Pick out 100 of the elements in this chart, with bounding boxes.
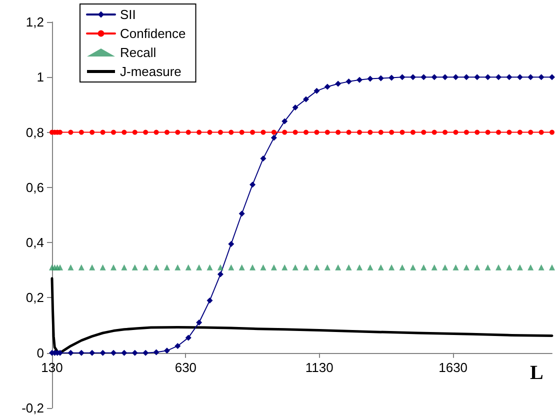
point bbox=[282, 130, 288, 135]
point bbox=[142, 264, 149, 270]
point bbox=[528, 264, 534, 270]
point bbox=[528, 130, 534, 135]
point bbox=[100, 264, 106, 270]
point bbox=[464, 130, 469, 135]
point bbox=[506, 74, 512, 80]
y-tick-label: 0,2 bbox=[26, 290, 44, 306]
point bbox=[164, 130, 170, 135]
point bbox=[346, 130, 352, 135]
point bbox=[292, 264, 298, 270]
point bbox=[474, 130, 480, 135]
point bbox=[271, 130, 276, 135]
point bbox=[132, 350, 138, 356]
point bbox=[174, 342, 181, 349]
point bbox=[142, 350, 149, 356]
point bbox=[346, 78, 352, 85]
point bbox=[260, 264, 266, 270]
point bbox=[153, 264, 160, 270]
point bbox=[420, 264, 427, 270]
point bbox=[356, 264, 362, 270]
point bbox=[421, 130, 426, 135]
point bbox=[217, 271, 224, 278]
point bbox=[206, 297, 213, 304]
point bbox=[420, 74, 427, 80]
point bbox=[356, 76, 362, 83]
point bbox=[442, 130, 448, 135]
point bbox=[549, 74, 555, 80]
point bbox=[282, 264, 288, 270]
point bbox=[217, 264, 224, 270]
point bbox=[239, 130, 244, 135]
point bbox=[400, 130, 405, 135]
point bbox=[57, 264, 64, 270]
point bbox=[303, 96, 310, 102]
point bbox=[68, 264, 74, 270]
y-tick-label: -0,2 bbox=[22, 400, 44, 416]
point bbox=[154, 130, 159, 135]
point bbox=[516, 264, 523, 270]
point bbox=[389, 130, 394, 135]
legend-label: Recall bbox=[120, 45, 156, 60]
point bbox=[356, 130, 362, 135]
point bbox=[474, 264, 480, 270]
point bbox=[164, 348, 170, 354]
y-tick-label: 0,6 bbox=[26, 180, 44, 195]
point bbox=[132, 130, 138, 135]
point bbox=[78, 264, 84, 270]
point bbox=[474, 74, 480, 80]
point bbox=[506, 130, 512, 135]
point bbox=[250, 264, 256, 270]
point bbox=[346, 264, 352, 270]
point bbox=[68, 350, 74, 356]
point bbox=[121, 264, 128, 270]
point bbox=[185, 334, 192, 341]
point bbox=[378, 75, 384, 82]
point bbox=[399, 264, 406, 270]
point bbox=[378, 130, 384, 135]
point bbox=[431, 264, 438, 270]
point bbox=[110, 350, 116, 356]
point bbox=[260, 130, 266, 135]
point bbox=[78, 350, 84, 356]
point bbox=[143, 130, 148, 135]
point bbox=[506, 264, 512, 270]
point bbox=[207, 130, 212, 135]
point bbox=[517, 130, 522, 135]
point bbox=[78, 130, 84, 135]
point bbox=[282, 118, 288, 124]
point bbox=[238, 264, 245, 270]
point bbox=[399, 74, 406, 80]
point bbox=[516, 74, 523, 80]
point bbox=[292, 104, 298, 110]
point bbox=[304, 130, 309, 135]
point bbox=[314, 88, 320, 94]
point bbox=[228, 240, 234, 247]
y-tick-label: 0 bbox=[36, 345, 44, 360]
point bbox=[89, 264, 96, 270]
point bbox=[367, 76, 374, 82]
point bbox=[111, 130, 116, 135]
point bbox=[549, 264, 555, 270]
point bbox=[270, 264, 277, 270]
point bbox=[538, 130, 544, 135]
line-series bbox=[50, 277, 554, 354]
point bbox=[388, 74, 395, 81]
point bbox=[153, 349, 160, 356]
point bbox=[90, 130, 95, 135]
point bbox=[324, 130, 330, 135]
legend-label: J-measure bbox=[120, 64, 182, 79]
point bbox=[388, 264, 395, 270]
legend-label: Confidence bbox=[120, 26, 186, 41]
point bbox=[538, 74, 544, 80]
point bbox=[452, 264, 459, 270]
point bbox=[292, 130, 298, 135]
point bbox=[314, 264, 320, 270]
point bbox=[442, 264, 448, 270]
legend-label: SII bbox=[120, 7, 136, 22]
point bbox=[186, 130, 191, 135]
point bbox=[174, 264, 181, 270]
point bbox=[453, 130, 458, 135]
point bbox=[432, 130, 437, 135]
point bbox=[367, 264, 374, 270]
point bbox=[378, 264, 384, 270]
